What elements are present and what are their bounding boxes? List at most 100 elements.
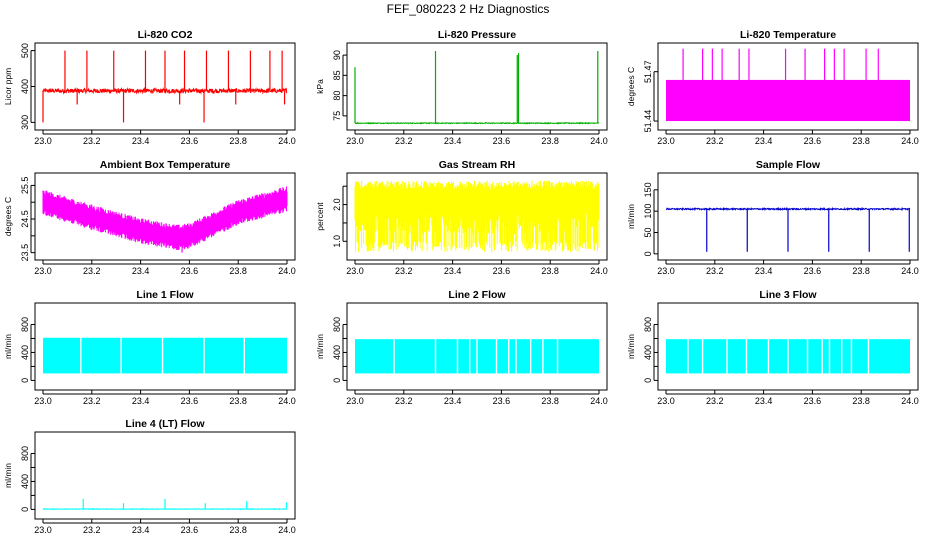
y-tick-label: 800 bbox=[332, 317, 342, 332]
series-line-4-lt-flow bbox=[42, 498, 288, 511]
y-axis-label: ml/min bbox=[3, 334, 13, 359]
y-axis-label: degrees C bbox=[626, 67, 636, 106]
x-tick-label: 24.0 bbox=[278, 136, 296, 146]
x-tick-label: 24.0 bbox=[278, 396, 296, 406]
x-tick-label: 23.6 bbox=[181, 136, 199, 146]
chart-sample-flow: Sample Flow 23.0 23.2 23.4 23.6 23.8 24.0 0 50 10… bbox=[626, 159, 919, 276]
x-tick-label: 23.4 bbox=[444, 396, 462, 406]
x-tick-label: 23.6 bbox=[804, 266, 822, 276]
y-axis-label: ml/min bbox=[315, 334, 325, 359]
chart-gas-stream-rh: Gas Stream RH 23.0 23.2 23.4 23.6 23.8 24.0 1.0… bbox=[315, 159, 608, 276]
y-tick-label: 300 bbox=[20, 115, 30, 130]
chart-title: Line 2 Flow bbox=[448, 289, 506, 301]
y-tick-label: 0 bbox=[20, 378, 30, 383]
plot-frame bbox=[657, 172, 919, 261]
plot-frame bbox=[657, 42, 919, 131]
chart-title: Li-820 CO2 bbox=[138, 29, 193, 41]
y-tick-label: 500 bbox=[20, 43, 30, 58]
chart-title: Sample Flow bbox=[756, 159, 821, 171]
x-tick-label: 23.8 bbox=[229, 525, 247, 535]
series-line bbox=[355, 121, 600, 125]
y-tick-label: 0 bbox=[643, 251, 653, 256]
y-tick-label: 400 bbox=[20, 474, 30, 489]
x-tick-label: 23.0 bbox=[346, 136, 364, 146]
y-tick-label: 85 bbox=[332, 70, 342, 80]
x-tick-label: 23.2 bbox=[395, 266, 413, 276]
series-sample-flow bbox=[665, 206, 911, 252]
x-tick-label: 23.2 bbox=[395, 136, 413, 146]
x-tick-label: 23.6 bbox=[493, 396, 511, 406]
x-tick-label: 23.0 bbox=[657, 396, 675, 406]
chart-title: Gas Stream RH bbox=[439, 159, 515, 171]
x-tick-label: 23.2 bbox=[395, 396, 413, 406]
x-tick-label: 23.8 bbox=[852, 266, 870, 276]
x-tick-label: 23.4 bbox=[132, 266, 150, 276]
page-title: FEF_080223 2 Hz Diagnostics bbox=[387, 2, 550, 16]
x-tick-label: 24.0 bbox=[901, 136, 919, 146]
series-ambient-box-temperature bbox=[42, 186, 288, 253]
series-line-3-flow bbox=[666, 338, 910, 375]
x-tick-label: 23.4 bbox=[132, 136, 150, 146]
y-axis-label: ml/min bbox=[3, 463, 13, 488]
plot-frame bbox=[346, 42, 608, 131]
series-line-2-flow bbox=[355, 338, 599, 375]
series-line bbox=[354, 180, 600, 253]
chart-li-820-co2: Li-820 CO2 23.0 23.2 23.4 23.6 23.8 24.0 300 400… bbox=[3, 29, 296, 146]
chart-line-1-flow: Line 1 Flow 23.0 23.2 23.4 23.6 23.8 24.0 0 400 8… bbox=[3, 289, 296, 406]
x-tick-label: 23.4 bbox=[755, 136, 773, 146]
series-gas-stream-rh bbox=[354, 180, 600, 253]
x-tick-label: 23.6 bbox=[181, 525, 199, 535]
series-band bbox=[666, 79, 910, 122]
y-tick-label: 0 bbox=[332, 378, 342, 383]
x-tick-label: 24.0 bbox=[278, 266, 296, 276]
chart-line-4-lt-flow: Line 4 (LT) Flow 23.0 23.2 23.4 23.6 23.8 24.0… bbox=[3, 418, 296, 535]
x-tick-label: 23.0 bbox=[34, 396, 52, 406]
x-tick-label: 23.6 bbox=[804, 136, 822, 146]
x-tick-label: 24.0 bbox=[901, 266, 919, 276]
x-tick-label: 23.4 bbox=[132, 525, 150, 535]
x-tick-label: 23.8 bbox=[541, 266, 559, 276]
y-tick-label: 800 bbox=[643, 317, 653, 332]
y-axis-label: percent bbox=[315, 202, 325, 231]
y-tick-label: 0 bbox=[643, 378, 653, 383]
x-tick-label: 23.6 bbox=[181, 396, 199, 406]
x-tick-label: 23.0 bbox=[34, 525, 52, 535]
x-tick-label: 23.2 bbox=[83, 136, 101, 146]
y-tick-label: 51.47 bbox=[643, 60, 653, 83]
x-tick-label: 23.6 bbox=[493, 266, 511, 276]
series-line bbox=[42, 186, 288, 250]
x-tick-label: 23.4 bbox=[444, 266, 462, 276]
x-tick-label: 23.6 bbox=[493, 136, 511, 146]
x-tick-label: 23.0 bbox=[346, 266, 364, 276]
panels-container: Li-820 CO2 23.0 23.2 23.4 23.6 23.8 24.0 300 400… bbox=[3, 29, 919, 535]
series-band bbox=[43, 337, 287, 374]
x-tick-label: 23.6 bbox=[181, 266, 199, 276]
x-tick-label: 23.2 bbox=[706, 266, 724, 276]
plot-frame bbox=[346, 302, 608, 391]
chart-title: Ambient Box Temperature bbox=[100, 159, 231, 171]
plot-frame bbox=[34, 172, 296, 261]
x-tick-label: 23.0 bbox=[346, 396, 364, 406]
x-tick-label: 23.8 bbox=[852, 136, 870, 146]
chart-li-820-temperature: Li-820 Temperature 23.0 23.2 23.4 23.6 23.8 24… bbox=[626, 29, 919, 146]
x-tick-label: 23.2 bbox=[706, 396, 724, 406]
y-tick-label: 51.44 bbox=[643, 110, 653, 133]
x-tick-label: 23.8 bbox=[541, 396, 559, 406]
y-tick-label: 400 bbox=[332, 345, 342, 360]
x-tick-label: 23.6 bbox=[804, 396, 822, 406]
y-axis-label: ml/min bbox=[626, 204, 636, 229]
y-tick-label: 150 bbox=[643, 182, 653, 197]
y-tick-label: 400 bbox=[20, 79, 30, 94]
x-tick-label: 23.0 bbox=[657, 136, 675, 146]
y-tick-label: 2.0 bbox=[332, 198, 342, 211]
x-tick-label: 24.0 bbox=[278, 525, 296, 535]
x-tick-label: 23.2 bbox=[83, 396, 101, 406]
plot-frame bbox=[657, 302, 919, 391]
x-tick-label: 23.8 bbox=[852, 396, 870, 406]
x-tick-label: 23.4 bbox=[132, 396, 150, 406]
y-tick-label: 800 bbox=[20, 317, 30, 332]
series-li-820-pressure bbox=[354, 51, 600, 125]
x-tick-label: 23.2 bbox=[83, 525, 101, 535]
chart-title: Line 3 Flow bbox=[759, 289, 817, 301]
